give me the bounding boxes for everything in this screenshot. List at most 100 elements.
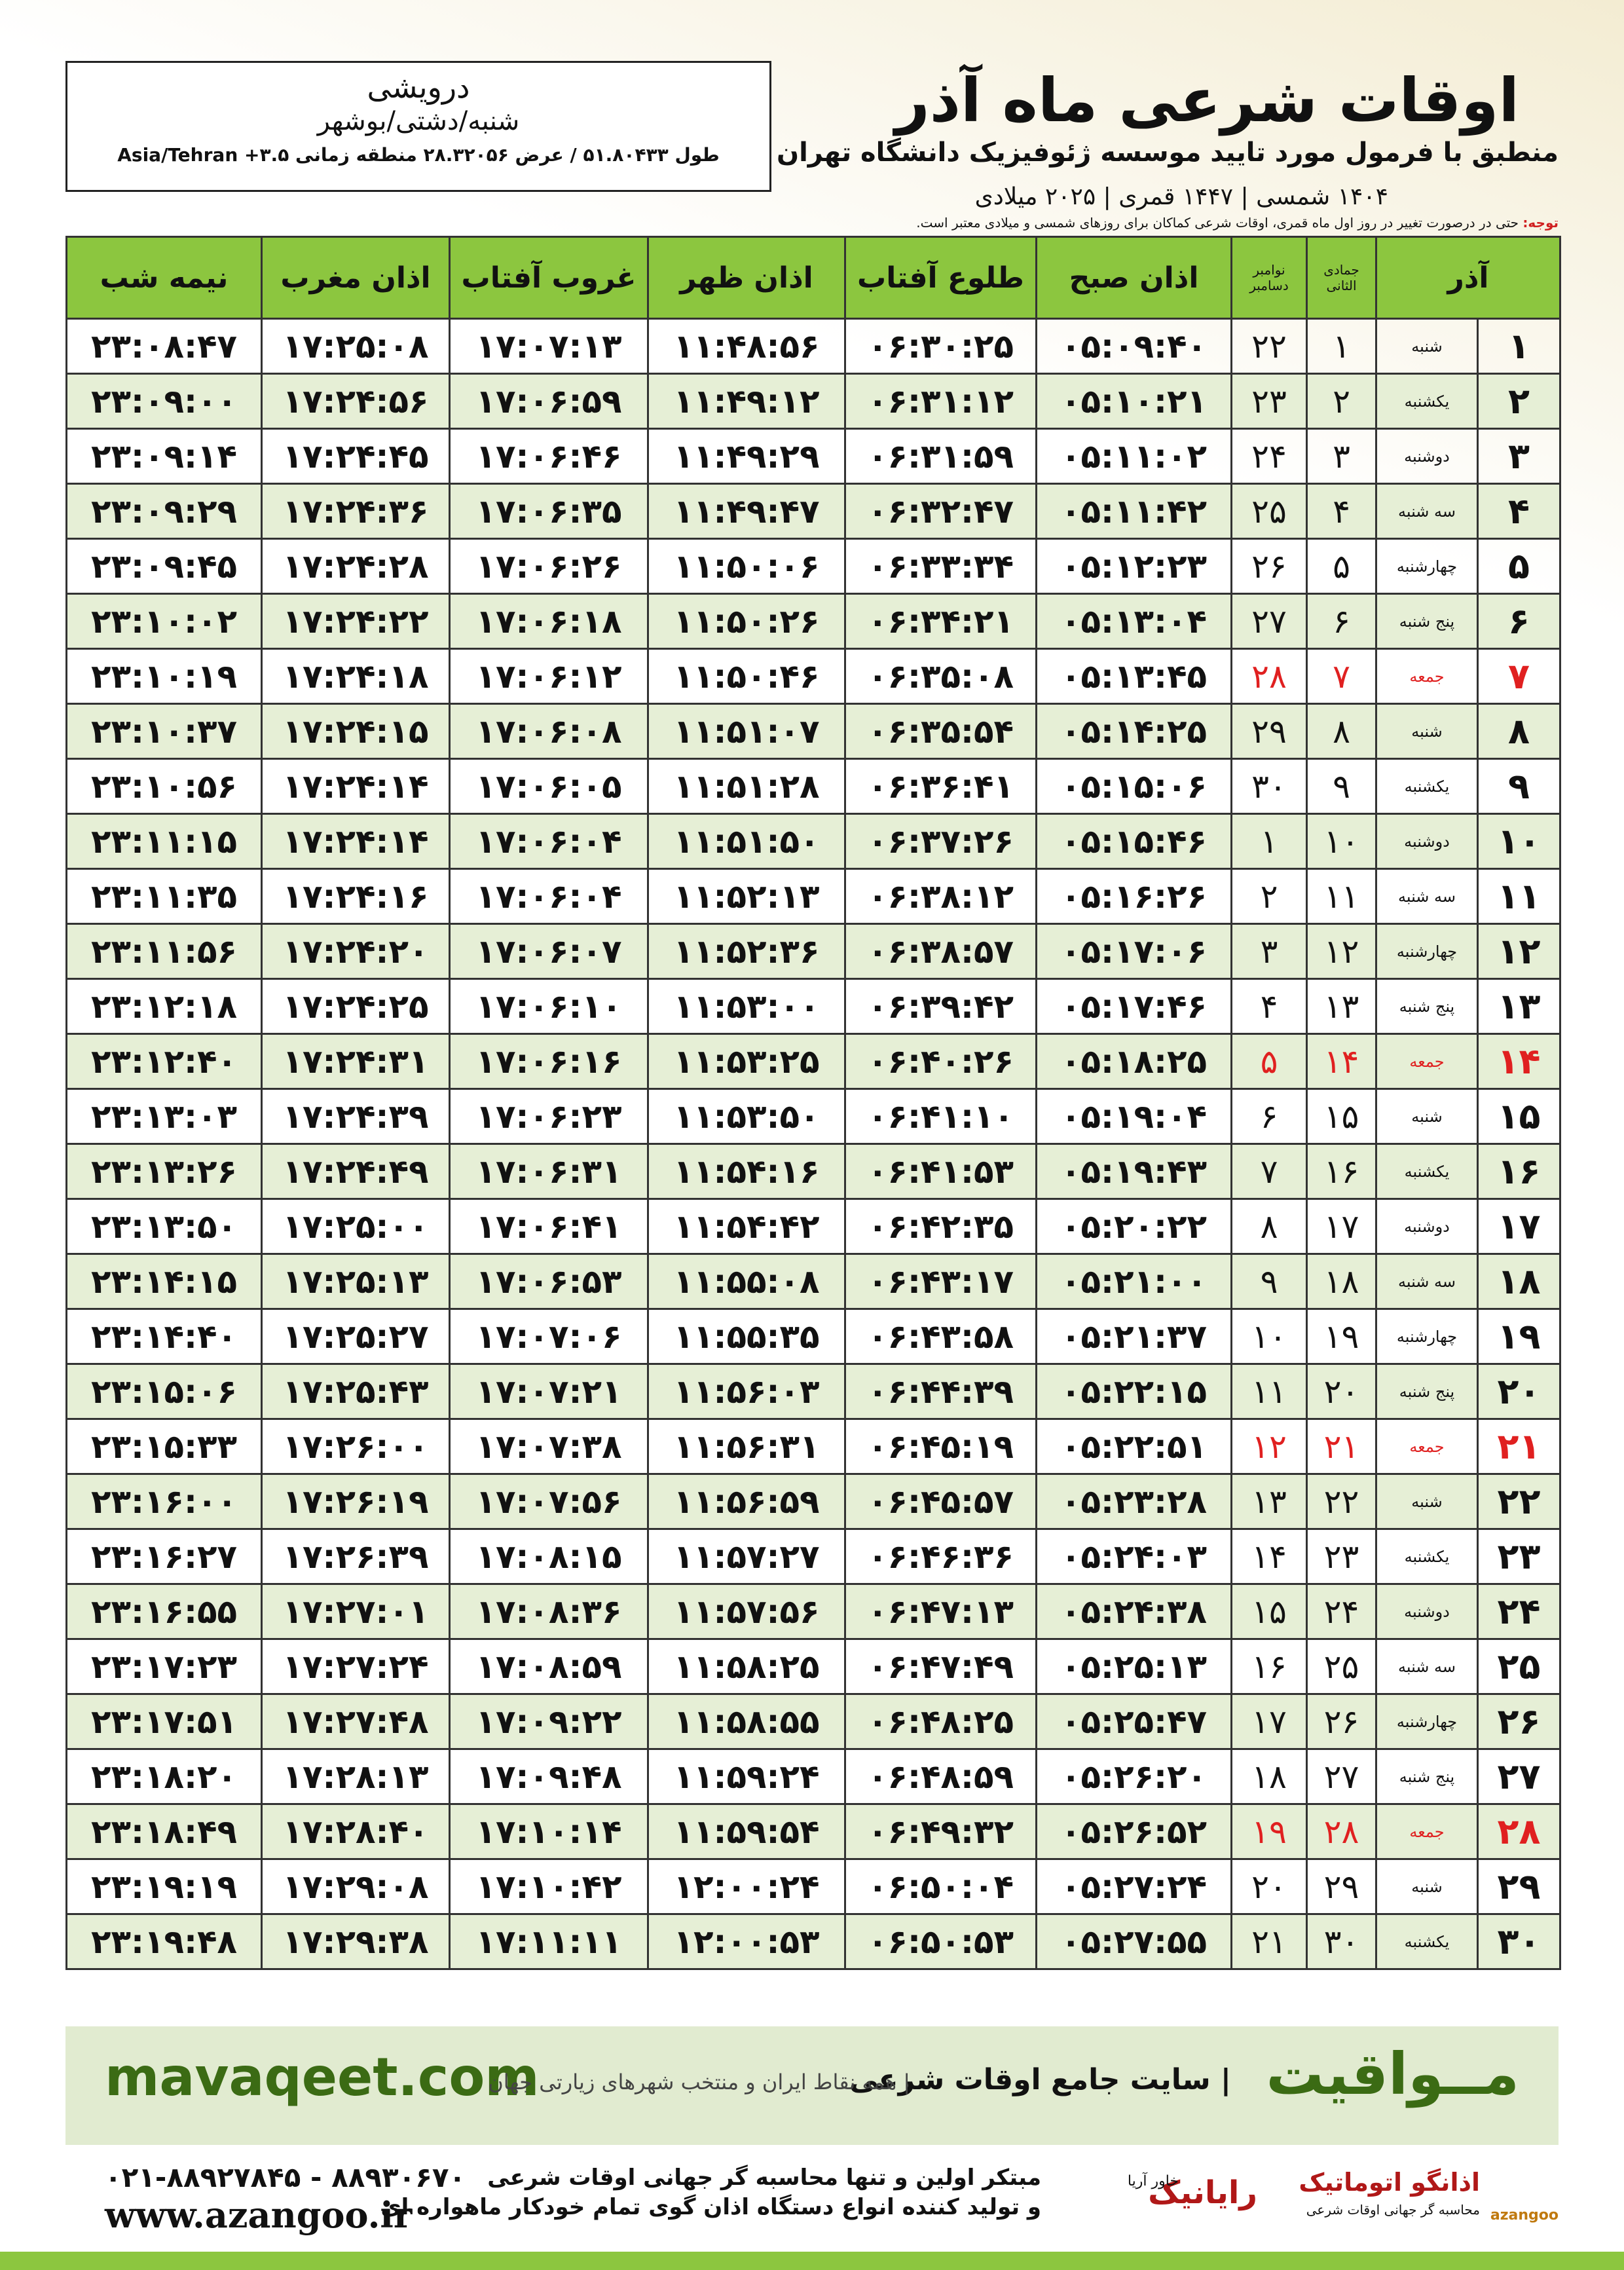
sunset: ۱۷:۰۶:۵۳ — [449, 1253, 649, 1310]
sunset: ۱۷:۰۶:۱۶ — [449, 1033, 649, 1090]
weekday: دوشنبه — [1375, 428, 1479, 485]
fajr: ۰۵:۲۱:۰۰ — [1035, 1253, 1232, 1310]
weekday: شنبه — [1375, 318, 1479, 375]
midnight: ۲۳:۱۱:۳۵ — [65, 868, 263, 925]
azar-day: ۲۷ — [1477, 1748, 1561, 1805]
weekday: یکشنبه — [1375, 1913, 1479, 1970]
midnight: ۲۳:۱۹:۱۹ — [65, 1858, 263, 1915]
dhuhr: ۱۱:۵۳:۲۵ — [647, 1033, 846, 1090]
midnight: ۲۳:۰۹:۴۵ — [65, 538, 263, 595]
sunrise: ۰۶:۳۵:۰۸ — [844, 648, 1037, 705]
maghrib: ۱۷:۲۴:۳۶ — [261, 483, 451, 540]
weekday: پنج شنبه — [1375, 1748, 1479, 1805]
table-row: ۱۰ دوشنبه ۱۰ ۱ ۰۵:۱۵:۴۶ ۰۶:۳۷:۲۶ ۱۱:۵۱:۵۰ ۱۷:۰۶… — [65, 813, 1561, 870]
maghrib: ۱۷:۲۴:۳۱ — [261, 1033, 451, 1090]
azar-day: ۲۲ — [1477, 1473, 1561, 1530]
weekday: شنبه — [1375, 1088, 1479, 1145]
gregorian-day: ۲۴ — [1230, 428, 1308, 485]
jumada-day: ۲۴ — [1306, 1583, 1377, 1640]
sunset: ۱۷:۰۷:۱۳ — [449, 318, 649, 375]
azar-day: ۵ — [1477, 538, 1561, 595]
maghrib: ۱۷:۲۴:۱۴ — [261, 758, 451, 815]
sunset: ۱۷:۰۶:۳۱ — [449, 1143, 649, 1200]
dhuhr: ۱۲:۰۰:۵۳ — [647, 1913, 846, 1970]
jumada-day: ۱۳ — [1306, 978, 1377, 1035]
jumada-day: ۱۱ — [1306, 868, 1377, 925]
sunset: ۱۷:۰۶:۵۹ — [449, 373, 649, 430]
dhuhr: ۱۱:۵۶:۳۱ — [647, 1418, 846, 1475]
gregorian-day: ۱۹ — [1230, 1803, 1308, 1860]
maghrib: ۱۷:۲۴:۴۵ — [261, 428, 451, 485]
maghrib: ۱۷:۲۶:۰۰ — [261, 1418, 451, 1475]
dhuhr: ۱۱:۵۳:۵۰ — [647, 1088, 846, 1145]
sunrise: ۰۶:۳۷:۲۶ — [844, 813, 1037, 870]
maghrib: ۱۷:۲۹:۳۸ — [261, 1913, 451, 1970]
jumada-day: ۲۸ — [1306, 1803, 1377, 1860]
gregorian-day: ۲۱ — [1230, 1913, 1308, 1970]
dhuhr: ۱۱:۵۰:۲۶ — [647, 593, 846, 650]
weekday: یکشنبه — [1375, 1143, 1479, 1200]
maghrib: ۱۷:۲۴:۲۲ — [261, 593, 451, 650]
table-row: ۳ دوشنبه ۳ ۲۴ ۰۵:۱۱:۰۲ ۰۶:۳۱:۵۹ ۱۱:۴۹:۲۹ ۱۷:۰۶:… — [65, 428, 1561, 485]
maghrib: ۱۷:۲۵:۴۳ — [261, 1363, 451, 1420]
sunrise: ۰۶:۵۰:۰۴ — [844, 1858, 1037, 1915]
sunrise: ۰۶:۴۶:۳۶ — [844, 1528, 1037, 1585]
azar-day: ۲۹ — [1477, 1858, 1561, 1915]
azar-day: ۲۶ — [1477, 1693, 1561, 1750]
dhuhr: ۱۱:۵۱:۵۰ — [647, 813, 846, 870]
midnight: ۲۳:۱۴:۴۰ — [65, 1308, 263, 1365]
fajr: ۰۵:۱۹:۴۳ — [1035, 1143, 1232, 1200]
dhuhr: ۱۱:۵۶:۰۳ — [647, 1363, 846, 1420]
header-cell: اذان صبح — [1035, 236, 1232, 320]
maghrib: ۱۷:۲۴:۴۹ — [261, 1143, 451, 1200]
jumada-day: ۲۱ — [1306, 1418, 1377, 1475]
header-text: جمادی الثانی — [1323, 262, 1359, 293]
gregorian-day: ۶ — [1230, 1088, 1308, 1145]
sunset: ۱۷:۰۶:۲۶ — [449, 538, 649, 595]
sunset: ۱۷:۰۶:۰۴ — [449, 813, 649, 870]
dhuhr: ۱۱:۵۷:۲۷ — [647, 1528, 846, 1585]
azar-day: ۲۱ — [1477, 1418, 1561, 1475]
weekday: سه شنبه — [1375, 483, 1479, 540]
header-cell: آذر — [1375, 236, 1561, 320]
maghrib: ۱۷:۲۴:۲۵ — [261, 978, 451, 1035]
fajr: ۰۵:۲۲:۵۱ — [1035, 1418, 1232, 1475]
header-cell: طلوع آفتاب — [844, 236, 1037, 320]
maghrib: ۱۷:۲۵:۰۰ — [261, 1198, 451, 1255]
fajr: ۰۵:۲۷:۵۵ — [1035, 1913, 1232, 1970]
sunrise: ۰۶:۳۸:۱۲ — [844, 868, 1037, 925]
banner-brand: مــواقیت — [1266, 2040, 1519, 2108]
maghrib: ۱۷:۲۶:۳۹ — [261, 1528, 451, 1585]
jumada-day: ۴ — [1306, 483, 1377, 540]
logo-text: رایانیک — [1148, 2174, 1257, 2211]
dates: ۱۴۰۴ شمسی | ۱۴۴۷ قمری | ۲۰۲۵ میلادی — [974, 183, 1388, 210]
jumada-day: ۹ — [1306, 758, 1377, 815]
fajr: ۰۵:۱۴:۲۵ — [1035, 703, 1232, 760]
azar-day: ۱۶ — [1477, 1143, 1561, 1200]
table-row: ۱۵ شنبه ۱۵ ۶ ۰۵:۱۹:۰۴ ۰۶:۴۱:۱۰ ۱۱:۵۳:۵۰ ۱۷:۰۶:۲… — [65, 1088, 1561, 1145]
sunrise: ۰۶:۳۳:۳۴ — [844, 538, 1037, 595]
weekday: جمعه — [1375, 1803, 1479, 1860]
azar-day: ۲ — [1477, 373, 1561, 430]
table-row: ۲۱ جمعه ۲۱ ۱۲ ۰۵:۲۲:۵۱ ۰۶:۴۵:۱۹ ۱۱:۵۶:۳۱ ۱۷:۰۷:… — [65, 1418, 1561, 1475]
jumada-day: ۱۵ — [1306, 1088, 1377, 1145]
midnight: ۲۳:۱۴:۱۵ — [65, 1253, 263, 1310]
fajr: ۰۵:۱۷:۴۶ — [1035, 978, 1232, 1035]
midnight: ۲۳:۱۳:۵۰ — [65, 1198, 263, 1255]
fajr: ۰۵:۱۹:۰۴ — [1035, 1088, 1232, 1145]
table-row: ۶ پنج شنبه ۶ ۲۷ ۰۵:۱۳:۰۴ ۰۶:۳۴:۲۱ ۱۱:۵۰:۲۶ ۱۷:۰… — [65, 593, 1561, 650]
location-name: درویشی — [367, 69, 470, 105]
sunset: ۱۷:۰۶:۲۳ — [449, 1088, 649, 1145]
location-county: شنبه/دشتی/بوشهر — [317, 106, 520, 136]
maghrib: ۱۷:۲۸:۱۳ — [261, 1748, 451, 1805]
gregorian-day: ۲۶ — [1230, 538, 1308, 595]
weekday: شنبه — [1375, 1473, 1479, 1530]
azar-day: ۱۲ — [1477, 923, 1561, 980]
gregorian-day: ۸ — [1230, 1198, 1308, 1255]
midnight: ۲۳:۱۵:۰۶ — [65, 1363, 263, 1420]
table-row: ۲۵ سه شنبه ۲۵ ۱۶ ۰۵:۲۵:۱۳ ۰۶:۴۷:۴۹ ۱۱:۵۸:۲۵ ۱۷:… — [65, 1638, 1561, 1695]
midnight: ۲۳:۱۷:۲۳ — [65, 1638, 263, 1695]
jumada-day: ۱۲ — [1306, 923, 1377, 980]
header-cell: غروب آفتاب — [449, 236, 649, 320]
azar-day: ۷ — [1477, 648, 1561, 705]
